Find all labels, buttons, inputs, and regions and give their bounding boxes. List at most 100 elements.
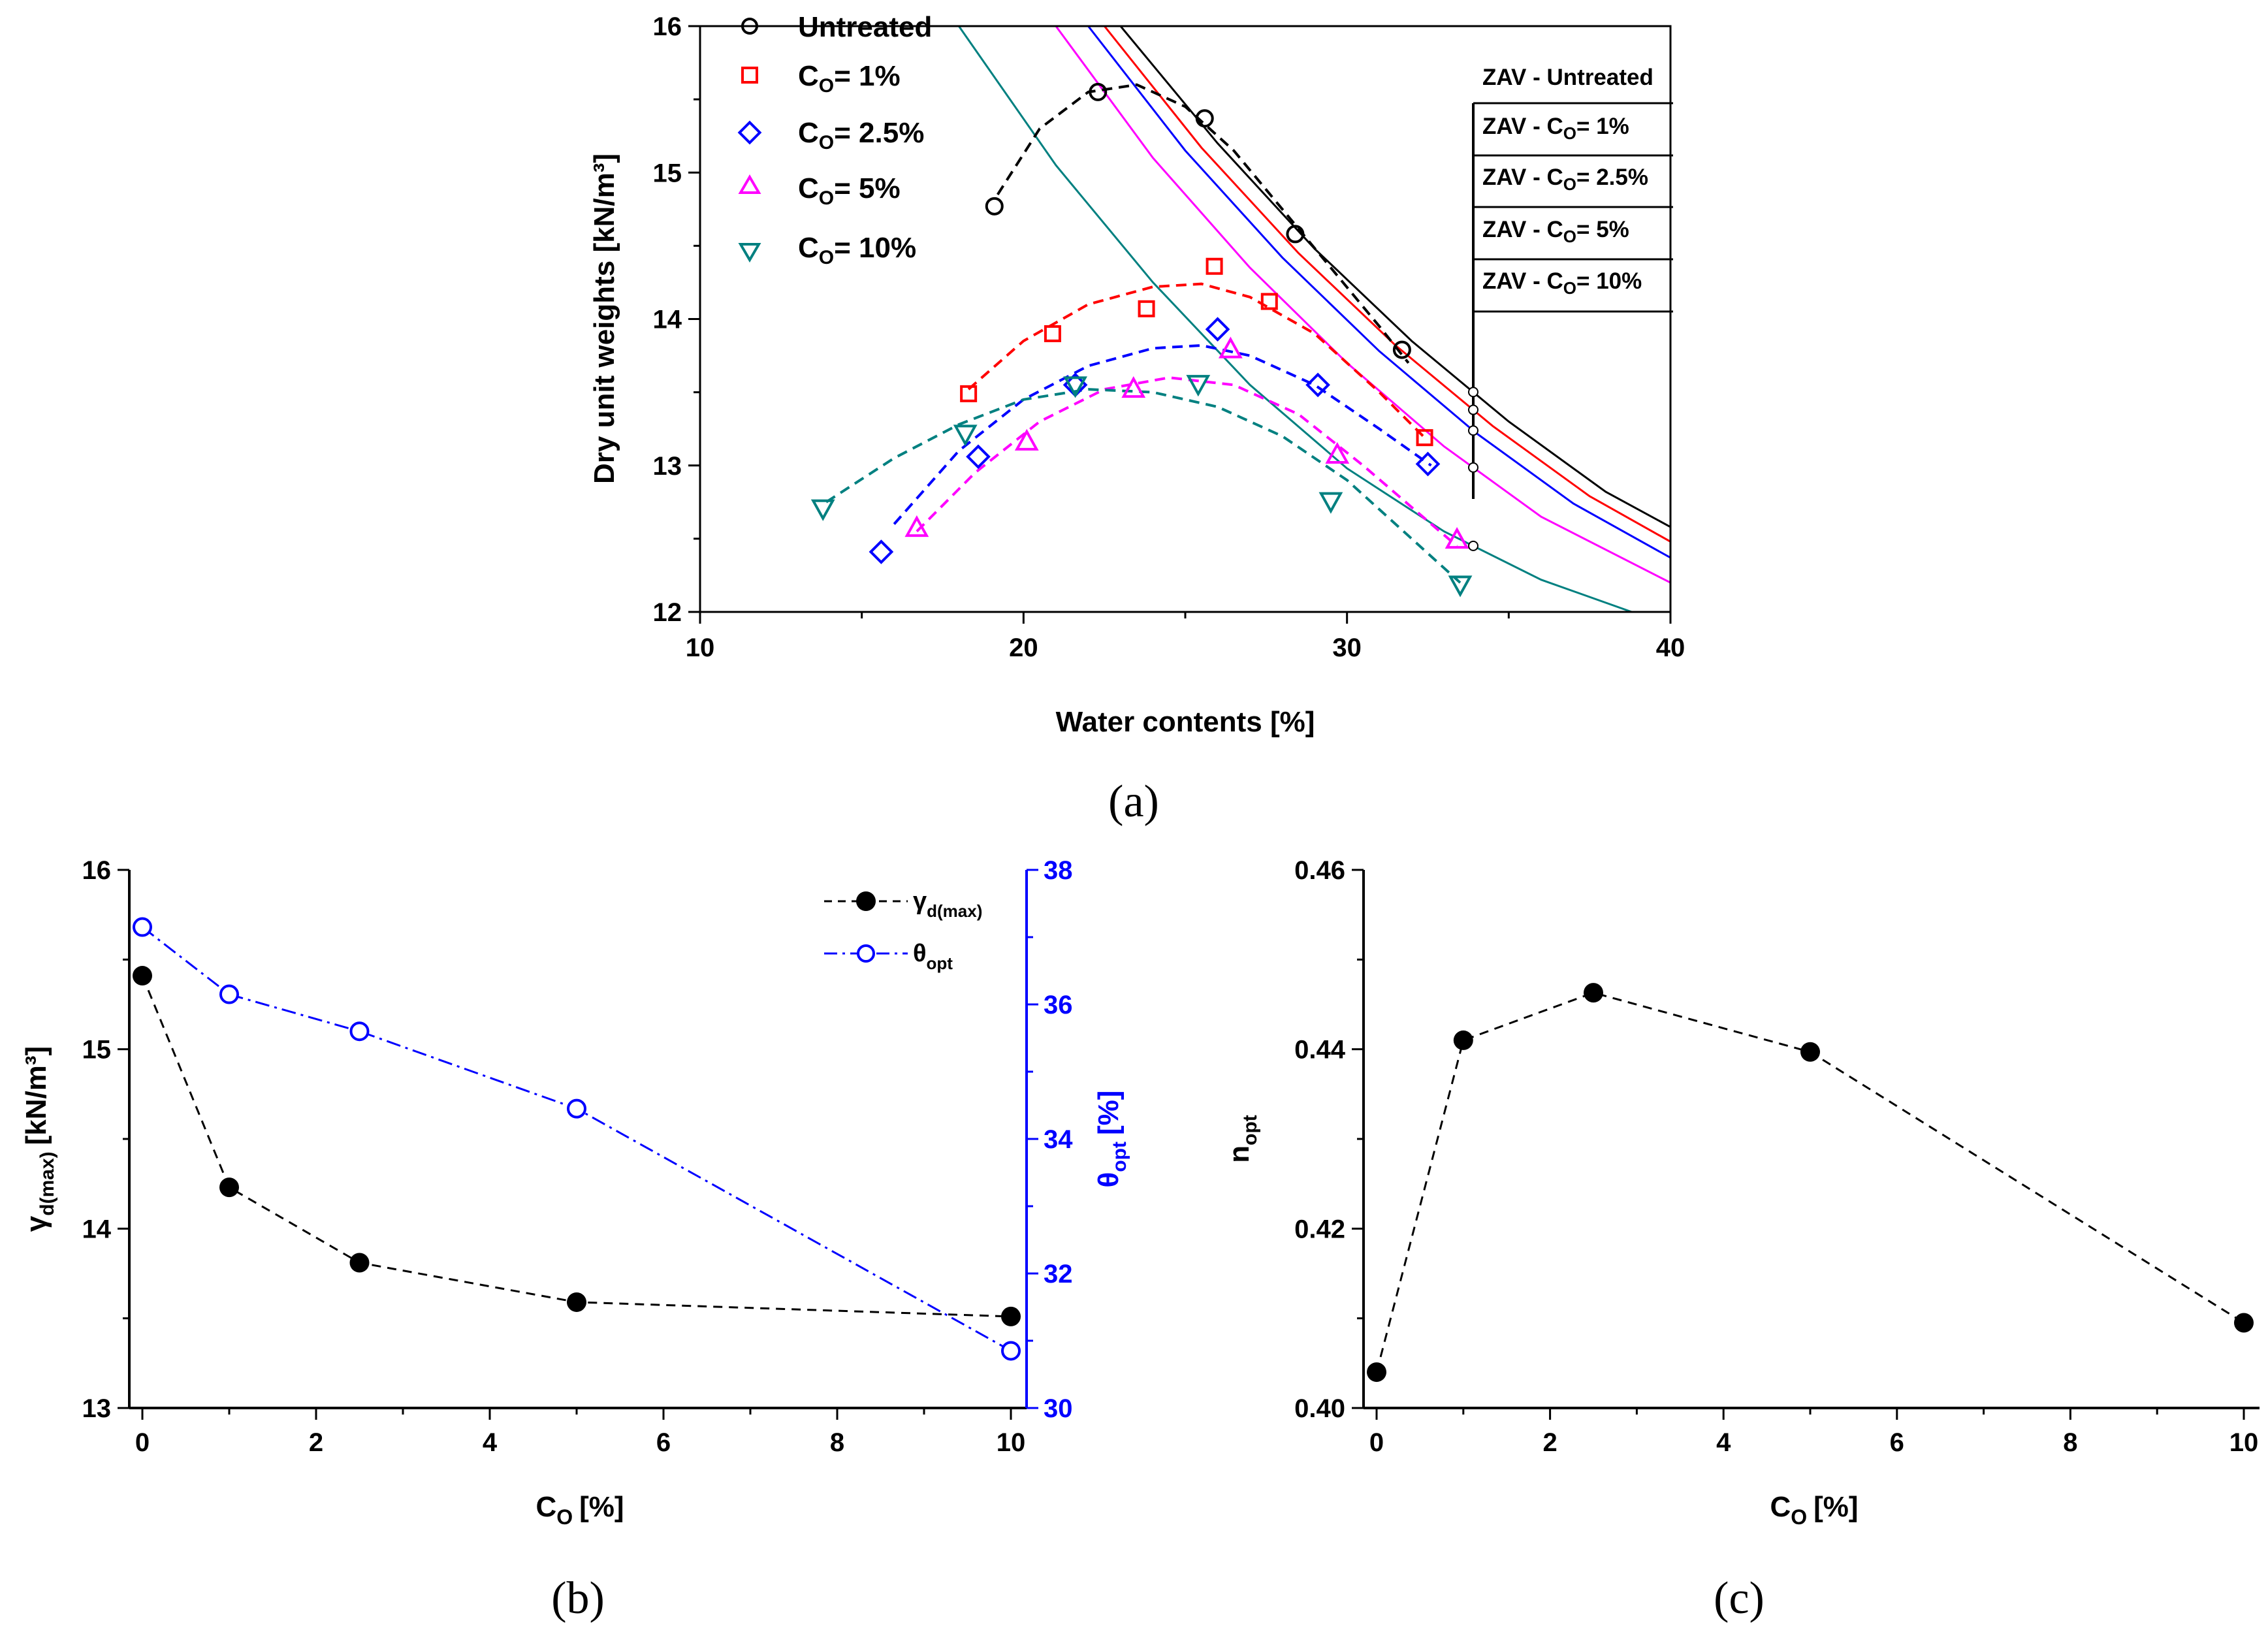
panel-c: 0 2 4 6 8 10 0.40 0.42 0.44 0.46 CO [%] nopt (c) bbox=[1223, 856, 2260, 1624]
b-x-axis-title: CO [%] bbox=[535, 1491, 624, 1529]
c-x-tick-0: 0 bbox=[1369, 1428, 1384, 1457]
point-co-1-2 bbox=[1138, 300, 1155, 317]
zav-dot-4 bbox=[1468, 540, 1478, 551]
point-co-2-5-4 bbox=[1305, 372, 1330, 398]
b-y-tick-14: 14 bbox=[82, 1215, 112, 1243]
b-legend: γd(max) θopt bbox=[824, 888, 982, 973]
b-point-gamma-3 bbox=[567, 1292, 586, 1312]
point-co-2-5-0 bbox=[869, 539, 894, 564]
a-markers bbox=[810, 82, 1473, 598]
b-y2-axis-title: θopt[%] bbox=[1093, 1091, 1130, 1188]
b-legend-marker-gamma bbox=[856, 891, 876, 911]
b-y2-tick-30: 30 bbox=[1044, 1394, 1073, 1423]
zav-curve-2 bbox=[1087, 26, 1670, 559]
zav-curve-3 bbox=[1055, 26, 1670, 584]
c-y-axis-title: nopt bbox=[1223, 1115, 1261, 1163]
legend-sub-5: O bbox=[819, 187, 834, 209]
point-co-5-3 bbox=[1218, 336, 1243, 359]
zav-dots bbox=[1468, 387, 1478, 551]
point-co-10-2 bbox=[1063, 376, 1087, 398]
b-x-tick-4: 4 bbox=[483, 1428, 498, 1457]
zav-curve-4 bbox=[958, 26, 1633, 612]
point-co-2-5-5 bbox=[1415, 451, 1441, 477]
a-axes: 10 20 30 40 12 13 14 15 16 bbox=[653, 12, 1685, 662]
zav-dot-0 bbox=[1468, 387, 1478, 398]
fit-curve-co-1 bbox=[967, 282, 1426, 439]
point-co-1-0 bbox=[960, 385, 978, 402]
b-line-theta bbox=[142, 926, 1012, 1352]
point-co-10-5 bbox=[1448, 575, 1473, 598]
b-line-gamma bbox=[141, 975, 1012, 1318]
b-point-gamma-1 bbox=[219, 1177, 239, 1198]
legend-sub-10: O bbox=[819, 247, 834, 268]
point-co-10-3 bbox=[1186, 375, 1211, 397]
a-x-axis-title: Water contents [%] bbox=[1056, 706, 1315, 738]
b-legend-label-theta: θopt bbox=[913, 940, 953, 973]
b-point-theta-3 bbox=[567, 1098, 586, 1119]
point-co-5-1 bbox=[1014, 428, 1039, 451]
b-y-tick-16: 16 bbox=[82, 856, 112, 885]
legend-marker-co-10 bbox=[738, 243, 761, 263]
zav-label-untreated: ZAV - Untreated bbox=[1482, 65, 1653, 90]
legend-label-untreated: Untreated bbox=[798, 11, 932, 43]
c-point-nopt-0 bbox=[1367, 1362, 1386, 1383]
panel-label-b: (b) bbox=[551, 1573, 605, 1624]
zav-curve-0 bbox=[1119, 26, 1670, 528]
a-x-tick-10: 10 bbox=[686, 633, 715, 662]
b-y2-tick-38: 38 bbox=[1044, 856, 1073, 885]
point-co-5-4 bbox=[1325, 441, 1350, 464]
c-point-nopt-1 bbox=[1453, 1030, 1473, 1050]
zav-label-co-5: ZAV - CO= 5% bbox=[1482, 217, 1629, 246]
a-y-axis-title: Dry unit weights [kN/m³] bbox=[588, 153, 620, 484]
legend-label-co-5: CO= 5% bbox=[798, 172, 901, 209]
c-axes: 0 2 4 6 8 10 0.40 0.42 0.44 0.46 bbox=[1294, 856, 2258, 1457]
legend-sub-1: O bbox=[819, 75, 834, 97]
b-y2-tick-32: 32 bbox=[1044, 1260, 1073, 1288]
panel-label-c: (c) bbox=[1714, 1573, 1765, 1624]
a-y-tick-13: 13 bbox=[653, 452, 682, 481]
c-x-axis-title: CO [%] bbox=[1770, 1491, 1858, 1529]
a-y-tick-14: 14 bbox=[653, 306, 682, 334]
b-point-gamma-2 bbox=[349, 1253, 370, 1273]
a-x-tick-20: 20 bbox=[1009, 633, 1038, 662]
a-x-tick-30: 30 bbox=[1332, 633, 1362, 662]
a-y-tick-15: 15 bbox=[653, 159, 682, 187]
b-x-tick-8: 8 bbox=[830, 1428, 844, 1457]
panel-b: 0 2 4 6 8 10 13 14 15 16 30 32 34 36 38 CO [%] γd(max)[… bbox=[20, 856, 1130, 1624]
b-markers bbox=[133, 917, 1021, 1361]
fit-curve-untreated bbox=[997, 83, 1410, 364]
b-y2-tick-34: 34 bbox=[1044, 1125, 1073, 1154]
point-co-10-4 bbox=[1318, 492, 1343, 514]
c-y-tick-0.42: 0.42 bbox=[1294, 1215, 1345, 1243]
zav-dot-3 bbox=[1468, 462, 1478, 473]
point-co-1-4 bbox=[1260, 293, 1278, 310]
c-x-tick-6: 6 bbox=[1890, 1428, 1904, 1457]
b-axes: 0 2 4 6 8 10 13 14 15 16 30 32 34 36 38 bbox=[82, 856, 1074, 1457]
b-point-theta-0 bbox=[133, 917, 152, 937]
b-x-tick-2: 2 bbox=[309, 1428, 323, 1457]
b-x-tick-0: 0 bbox=[135, 1428, 150, 1457]
point-untreated-3 bbox=[1286, 225, 1305, 244]
c-y-tick-0.44: 0.44 bbox=[1294, 1036, 1346, 1064]
b-y2-tick-36: 36 bbox=[1044, 991, 1073, 1019]
b-x-tick-10: 10 bbox=[997, 1428, 1026, 1457]
b-y-tick-13: 13 bbox=[82, 1394, 112, 1423]
point-untreated-0 bbox=[985, 197, 1004, 216]
point-co-10-1 bbox=[953, 424, 978, 447]
point-co-1-3 bbox=[1206, 257, 1223, 275]
fit-curve-co-5 bbox=[916, 376, 1458, 547]
point-co-5-5 bbox=[1445, 526, 1469, 549]
legend-marker-co-2-5 bbox=[737, 120, 762, 145]
point-untreated-4 bbox=[1392, 340, 1411, 359]
c-x-tick-4: 4 bbox=[1716, 1428, 1731, 1457]
zav-label-co-1: ZAV - CO= 1% bbox=[1482, 114, 1629, 143]
zav-dot-2 bbox=[1468, 425, 1478, 436]
c-point-nopt-4 bbox=[2234, 1313, 2254, 1333]
c-point-nopt-2 bbox=[1584, 983, 1603, 1003]
b-y-axis-title: γd(max)[kN/m³] bbox=[20, 1046, 58, 1232]
legend-label-co-2-5: CO= 2.5% bbox=[798, 117, 924, 153]
a-curves bbox=[825, 26, 1670, 612]
zav-dot-1 bbox=[1468, 404, 1478, 415]
b-x-tick-6: 6 bbox=[656, 1428, 671, 1457]
legend-label-co-10: CO= 10% bbox=[798, 232, 916, 268]
